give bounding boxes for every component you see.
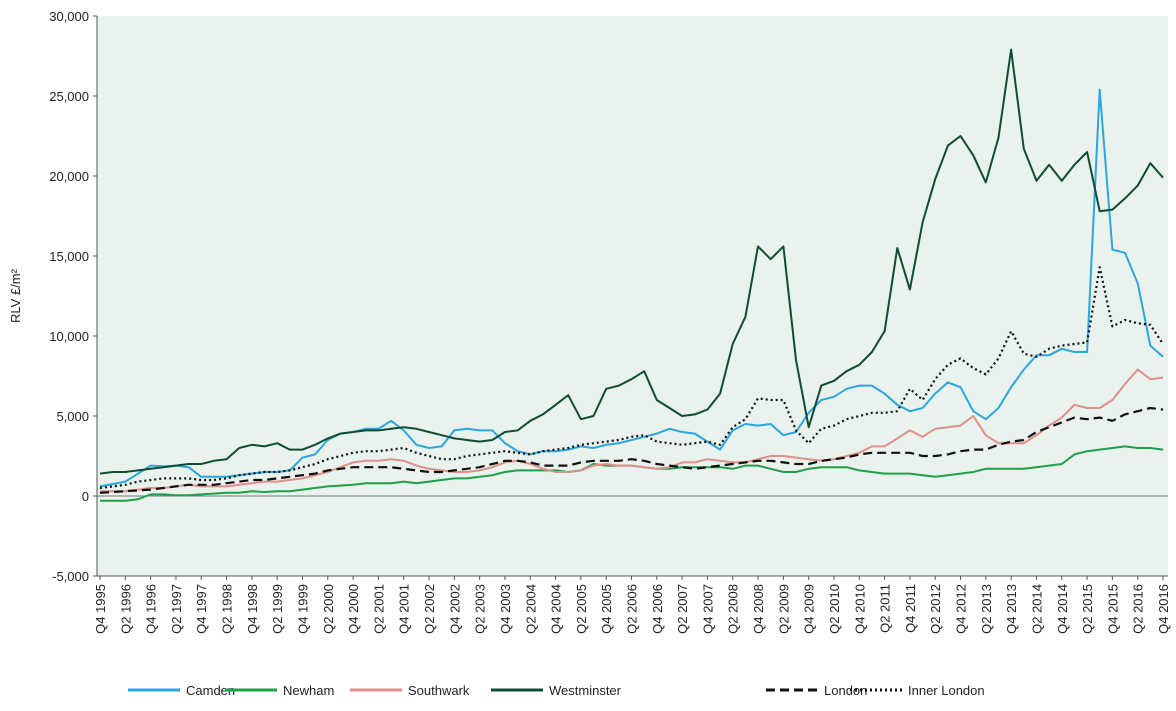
y-tick-label: 30,000: [49, 9, 89, 24]
y-tick-label: 10,000: [49, 329, 89, 344]
x-tick-label: Q2 2016: [1131, 584, 1146, 634]
x-tick-label: Q2 1997: [169, 584, 184, 634]
x-tick-label: Q4 2016: [1156, 584, 1171, 634]
series-line: [99, 88, 1164, 488]
y-tick-label: 0: [82, 489, 89, 504]
x-tick-label: Q4 2007: [700, 584, 715, 634]
series-line: [99, 406, 1164, 494]
y-axis-label: RLV £/m²: [8, 268, 23, 323]
x-tick-label: Q4 2014: [1055, 584, 1070, 634]
x-tick-label: Q4 2010: [852, 584, 867, 634]
x-tick-label: Q2 2008: [726, 584, 741, 634]
y-tick-label: -5,000: [52, 569, 89, 584]
x-tick-label: Q2 1999: [270, 584, 285, 634]
legend-label: Camden: [186, 683, 235, 698]
x-tick-label: Q2 1998: [220, 584, 235, 634]
x-tick-label: Q2 2009: [776, 584, 791, 634]
x-tick-label: Q2 2010: [827, 584, 842, 634]
series-line: [99, 48, 1164, 475]
x-tick-label: Q4 2013: [1004, 584, 1019, 634]
x-tick-label: Q4 2009: [802, 584, 817, 634]
x-tick-label: Q2 2005: [574, 584, 589, 634]
x-tick-label: Q2 2013: [979, 584, 994, 634]
series-line: [99, 266, 1164, 490]
x-tick-label: Q2 2004: [523, 584, 538, 634]
y-tick-label: 5,000: [56, 409, 89, 424]
plot-area: [97, 16, 1168, 576]
x-tick-label: Q4 1998: [245, 584, 260, 634]
legend-label: Westminster: [549, 683, 622, 698]
x-tick-label: Q2 2012: [928, 584, 943, 634]
x-tick-label: Q4 2004: [549, 584, 564, 634]
legend-label: Inner London: [908, 683, 985, 698]
y-tick-label: 20,000: [49, 169, 89, 184]
x-tick-label: Q4 2001: [397, 584, 412, 634]
x-tick-label: Q2 2014: [1029, 584, 1044, 634]
x-tick-label: Q4 1999: [295, 584, 310, 634]
x-tick-label: Q4 1995: [93, 584, 108, 634]
x-tick-label: Q4 1997: [194, 584, 209, 634]
x-tick-label: Q2 2007: [675, 584, 690, 634]
x-tick-label: Q2 2003: [473, 584, 488, 634]
x-tick-label: Q2 2011: [878, 584, 893, 633]
x-tick-label: Q2 2001: [371, 584, 386, 634]
y-tick-label: 15,000: [49, 249, 89, 264]
legend-label: Newham: [283, 683, 334, 698]
x-tick-label: Q4 2002: [447, 584, 462, 634]
x-tick-label: Q4 1996: [144, 584, 159, 634]
y-tick-label: 25,000: [49, 89, 89, 104]
x-tick-label: Q2 2000: [321, 584, 336, 634]
x-tick-label: Q4 2003: [498, 584, 513, 634]
x-tick-label: Q2 2002: [422, 584, 437, 634]
series-line: [100, 368, 1164, 493]
x-tick-label: Q4 2015: [1105, 584, 1120, 634]
x-tick-label: Q4 2000: [346, 584, 361, 634]
legend-label: Southwark: [408, 683, 470, 698]
x-tick-label: Q4 2008: [751, 584, 766, 634]
x-tick-label: Q4 2012: [954, 584, 969, 634]
x-tick-label: Q4 2011: [903, 584, 918, 633]
legend-label: London: [824, 683, 867, 698]
x-tick-label: Q4 2006: [650, 584, 665, 634]
x-tick-label: Q2 2015: [1080, 584, 1095, 634]
x-tick-label: Q2 1996: [118, 584, 133, 634]
x-tick-label: Q4 2005: [599, 584, 614, 634]
x-tick-label: Q2 2006: [625, 584, 640, 634]
